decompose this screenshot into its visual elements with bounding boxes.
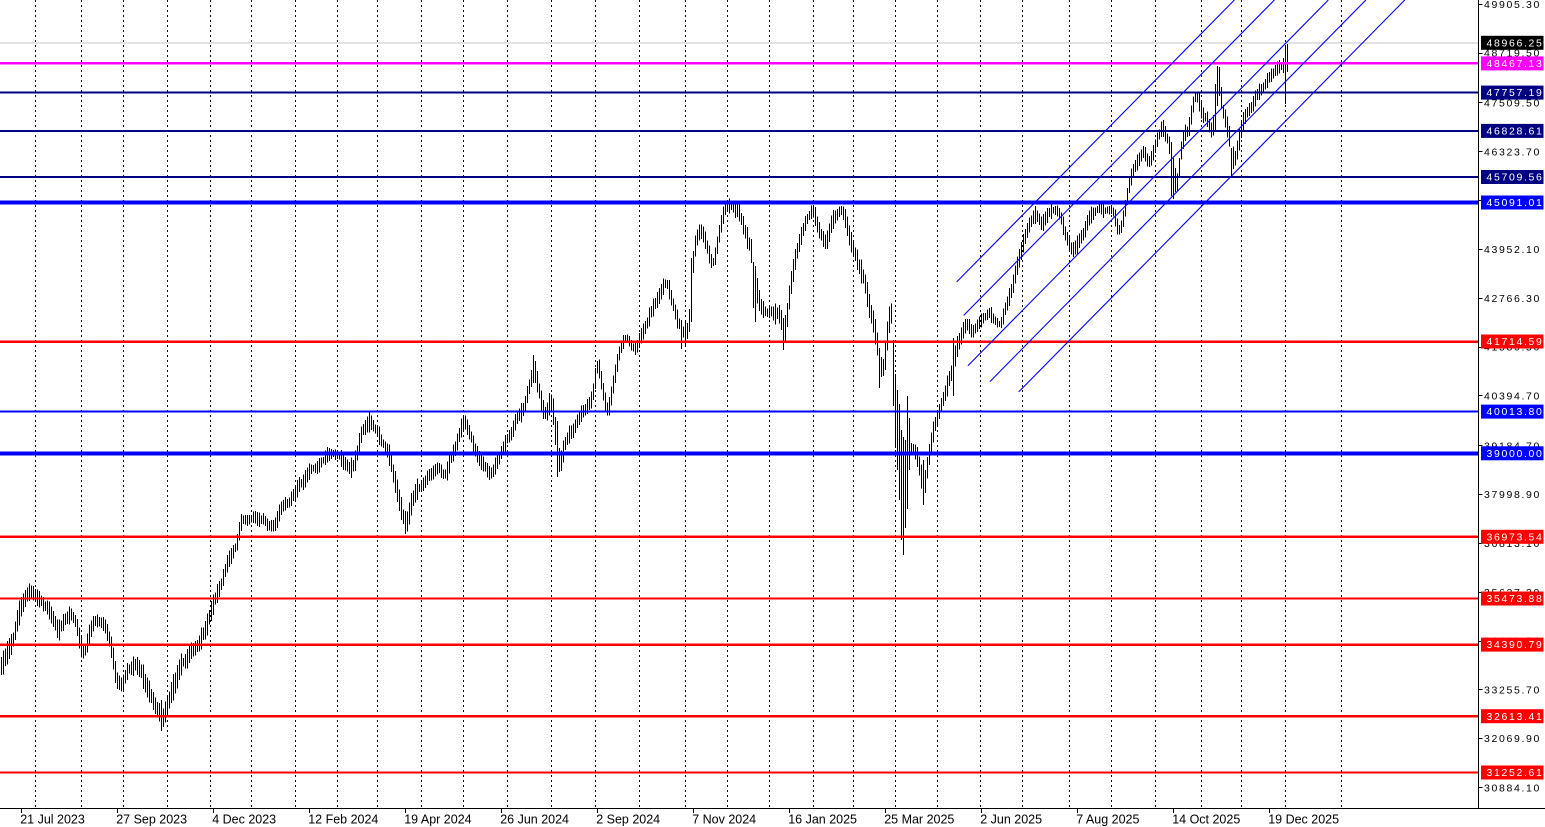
svg-text:21 Jul 2023: 21 Jul 2023 — [20, 813, 85, 827]
svg-text:7 Aug 2025: 7 Aug 2025 — [1076, 813, 1139, 827]
svg-text:47509.50: 47509.50 — [1484, 97, 1541, 109]
svg-text:34390.79: 34390.79 — [1487, 639, 1544, 651]
svg-text:4 Dec 2023: 4 Dec 2023 — [212, 813, 276, 827]
svg-text:40394.70: 40394.70 — [1484, 391, 1541, 403]
svg-text:48467.13: 48467.13 — [1487, 58, 1544, 70]
svg-text:37998.90: 37998.90 — [1484, 489, 1541, 501]
svg-text:45709.56: 45709.56 — [1487, 172, 1544, 184]
svg-text:40013.80: 40013.80 — [1487, 406, 1544, 418]
svg-text:26 Jun 2024: 26 Jun 2024 — [500, 813, 569, 827]
svg-text:47757.19: 47757.19 — [1487, 87, 1544, 99]
svg-text:45091.01: 45091.01 — [1487, 197, 1544, 209]
svg-text:42766.30: 42766.30 — [1484, 293, 1541, 305]
svg-text:48966.25: 48966.25 — [1487, 37, 1544, 49]
svg-text:2 Jun 2025: 2 Jun 2025 — [980, 813, 1042, 827]
svg-text:16 Jan 2025: 16 Jan 2025 — [788, 813, 857, 827]
svg-text:31252.61: 31252.61 — [1487, 767, 1544, 779]
svg-text:25 Mar 2025: 25 Mar 2025 — [884, 813, 954, 827]
svg-text:49905.30: 49905.30 — [1484, 0, 1541, 11]
svg-text:2 Sep 2024: 2 Sep 2024 — [596, 813, 660, 827]
svg-text:19 Dec 2025: 19 Dec 2025 — [1268, 813, 1339, 827]
svg-text:33255.70: 33255.70 — [1484, 684, 1541, 696]
svg-text:30884.10: 30884.10 — [1484, 782, 1541, 794]
svg-text:12 Feb 2024: 12 Feb 2024 — [308, 813, 378, 827]
svg-text:27 Sep 2023: 27 Sep 2023 — [116, 813, 187, 827]
svg-text:46828.61: 46828.61 — [1487, 126, 1544, 138]
svg-text:35473.88: 35473.88 — [1487, 593, 1544, 605]
svg-text:46323.70: 46323.70 — [1484, 146, 1541, 158]
svg-text:39000.00: 39000.00 — [1487, 448, 1544, 460]
svg-text:7 Nov 2024: 7 Nov 2024 — [692, 813, 756, 827]
svg-text:41714.59: 41714.59 — [1487, 336, 1544, 348]
svg-text:19 Apr 2024: 19 Apr 2024 — [404, 813, 471, 827]
svg-text:32069.90: 32069.90 — [1484, 733, 1541, 745]
svg-text:14 Oct 2025: 14 Oct 2025 — [1172, 813, 1240, 827]
svg-text:36973.54: 36973.54 — [1487, 531, 1544, 543]
svg-text:43952.10: 43952.10 — [1484, 244, 1541, 256]
svg-text:32613.41: 32613.41 — [1487, 711, 1544, 723]
